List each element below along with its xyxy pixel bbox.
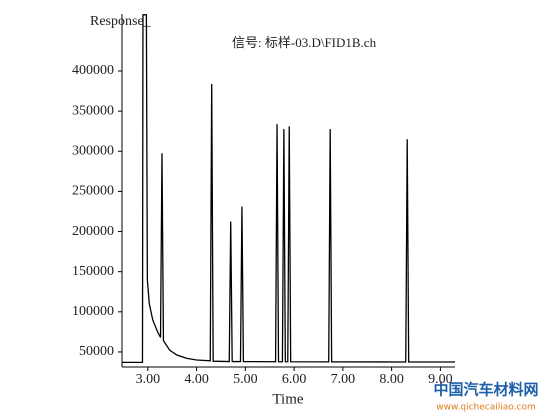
x-tick-label: 4.00 <box>184 372 209 387</box>
watermark: 中国汽车材料网 <box>433 381 538 399</box>
y-tick-label: 250000 <box>72 184 114 199</box>
watermark-url: www.qichecailiao.com <box>436 403 535 413</box>
y-axis-label: Response_ <box>90 14 152 29</box>
y-tick-label: 200000 <box>72 224 114 239</box>
y-tick-label: 300000 <box>72 143 114 158</box>
y-tick-label: 150000 <box>72 264 114 279</box>
x-tick-label: 8.00 <box>379 372 404 387</box>
y-tick-label: 100000 <box>72 304 114 319</box>
x-tick-label: 9.00 <box>428 372 453 387</box>
x-tick-label: 7.00 <box>331 372 356 387</box>
x-axis-label: Time <box>272 391 303 407</box>
y-tick-label: 350000 <box>72 103 114 118</box>
annotation: 信号: 标样-03.D\FID1B.ch <box>232 35 377 50</box>
x-tick-label: 3.00 <box>136 372 161 387</box>
y-tick-label: 400000 <box>72 63 114 78</box>
y-tick-label: 50000 <box>79 344 114 359</box>
series-line <box>122 14 455 364</box>
x-tick-label: 6.00 <box>282 372 307 387</box>
x-tick-label: 5.00 <box>233 372 258 387</box>
